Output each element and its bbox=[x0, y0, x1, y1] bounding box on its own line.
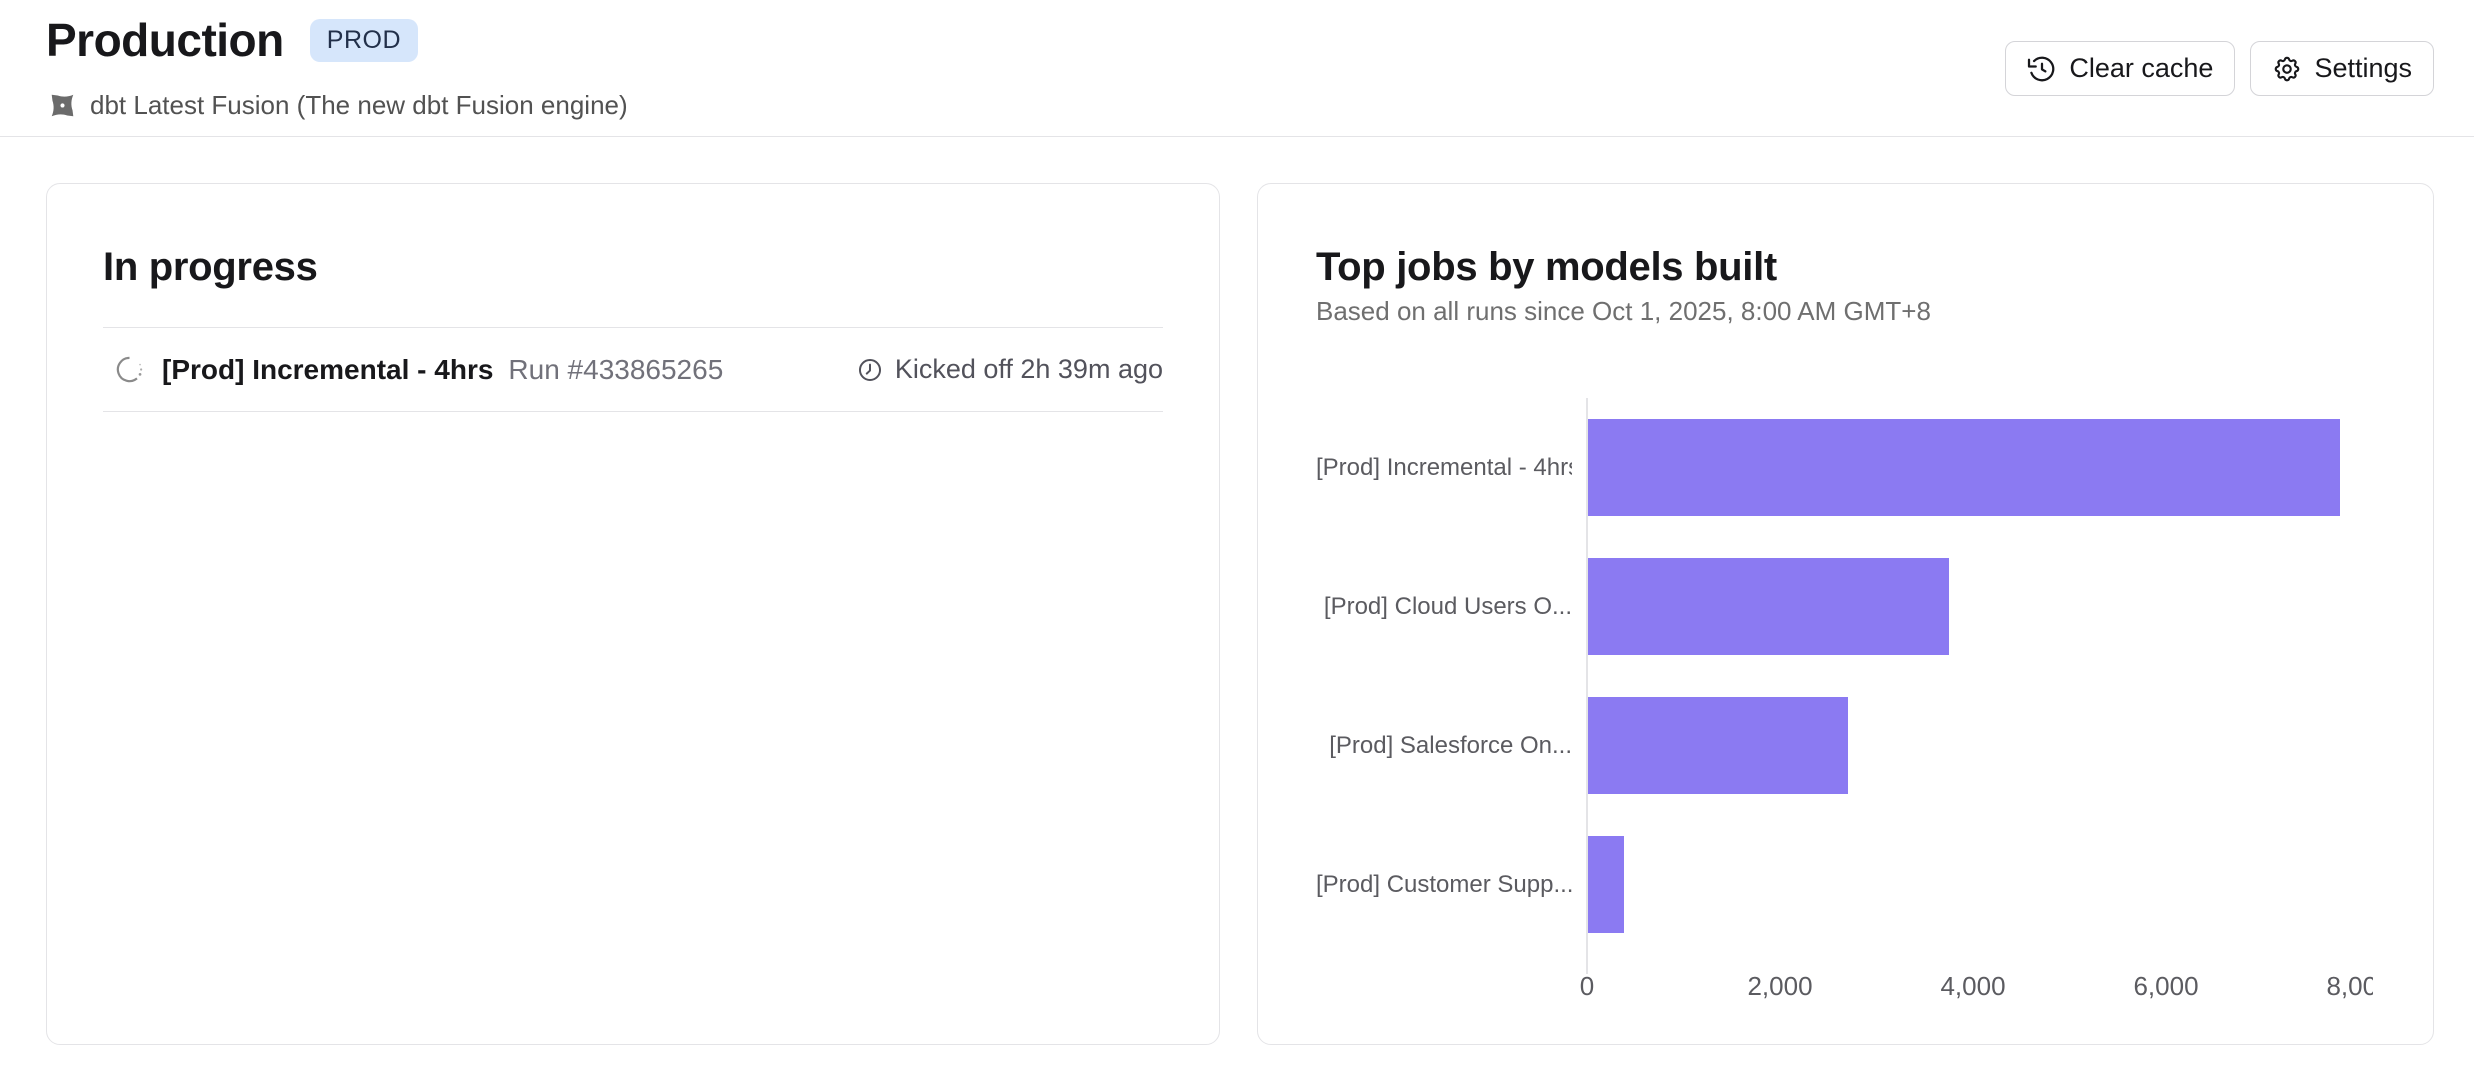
chart-bar[interactable] bbox=[1587, 836, 1624, 933]
in-progress-card: In progress [Prod] Incremental - 4hrs Ru… bbox=[46, 183, 1220, 1045]
clock-icon bbox=[856, 356, 884, 384]
chart-y-axis-line bbox=[1586, 398, 1588, 974]
page-header: Production PROD dbt Latest Fusion (The n… bbox=[0, 0, 2474, 137]
chart-category-row: [Prod] Salesforce On... bbox=[1316, 676, 2373, 815]
chart-category-label: [Prod] Incremental - 4hrs bbox=[1316, 453, 1572, 481]
chart-category-row: [Prod] Customer Supp... bbox=[1316, 815, 2373, 954]
chart-rows: [Prod] Incremental - 4hrs [Prod] Cloud Us… bbox=[1316, 398, 2373, 954]
chart-category-label: [Prod] Cloud Users O... bbox=[1323, 592, 1572, 620]
chart-bar[interactable] bbox=[1587, 558, 1949, 655]
clear-cache-label: Clear cache bbox=[2069, 53, 2214, 83]
header-actions: Clear cache Settings bbox=[2005, 41, 2434, 96]
engine-label: dbt Latest Fusion (The new dbt Fusion en… bbox=[90, 90, 628, 120]
run-job-name-link[interactable]: [Prod] Incremental - 4hrs bbox=[162, 353, 494, 385]
title-row: Production PROD bbox=[46, 14, 2434, 66]
settings-label: Settings bbox=[2314, 53, 2412, 83]
top-jobs-title: Top jobs by models built bbox=[1316, 245, 1777, 289]
chart-x-tick-label: 0 bbox=[1579, 971, 1595, 1001]
environment-badge: PROD bbox=[309, 18, 418, 62]
gear-icon bbox=[2272, 54, 2302, 84]
chart-x-axis-ticks: 0 2,000 4,000 6,000 8,000 bbox=[1580, 971, 2373, 1015]
chart-x-tick-label: 8,000 bbox=[2326, 971, 2373, 1001]
chart-bar[interactable] bbox=[1587, 419, 2340, 516]
dbt-logo-icon bbox=[46, 89, 79, 122]
chart-x-tick-label: 6,000 bbox=[2133, 971, 2199, 1001]
chart-x-tick-label: 2,000 bbox=[1747, 971, 1813, 1001]
in-progress-title: In progress bbox=[103, 245, 318, 289]
chart-bar[interactable] bbox=[1587, 697, 1848, 794]
kicked-off-text: Kicked off 2h 39m ago bbox=[894, 354, 1163, 384]
engine-subtitle-row: dbt Latest Fusion (The new dbt Fusion en… bbox=[46, 89, 2434, 122]
list-divider bbox=[103, 327, 1163, 328]
chart-x-tick-label: 4,000 bbox=[1940, 971, 2006, 1001]
history-icon bbox=[2027, 54, 2057, 84]
run-list-item[interactable]: [Prod] Incremental - 4hrs Run #433865265… bbox=[103, 328, 1163, 412]
chart-category-label: [Prod] Salesforce On... bbox=[1329, 731, 1572, 759]
run-kicked-off: Kicked off 2h 39m ago bbox=[856, 354, 1163, 385]
chart-category-row: [Prod] Cloud Users O... bbox=[1316, 537, 2373, 676]
dashboard-content: In progress [Prod] Incremental - 4hrs Ru… bbox=[0, 137, 2474, 1045]
run-number-link[interactable]: Run #433865265 bbox=[508, 353, 724, 385]
top-jobs-bar-chart: [Prod] Incremental - 4hrs [Prod] Cloud Us… bbox=[1316, 398, 2373, 1025]
top-jobs-subtitle: Based on all runs since Oct 1, 2025, 8:0… bbox=[1316, 296, 1931, 326]
page-title: Production bbox=[46, 14, 284, 66]
settings-button[interactable]: Settings bbox=[2250, 41, 2434, 96]
running-spinner-icon bbox=[114, 354, 145, 385]
chart-category-label: [Prod] Customer Supp... bbox=[1316, 870, 1572, 898]
chart-category-row: [Prod] Incremental - 4hrs bbox=[1316, 398, 2373, 537]
clear-cache-button[interactable]: Clear cache bbox=[2005, 41, 2236, 96]
top-jobs-card: Top jobs by models built Based on all ru… bbox=[1257, 183, 2434, 1045]
